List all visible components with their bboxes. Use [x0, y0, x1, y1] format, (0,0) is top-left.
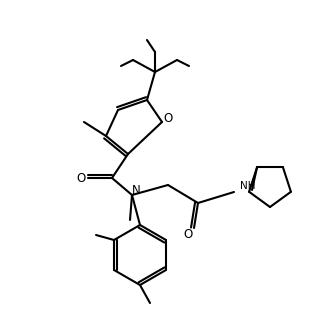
Text: O: O	[183, 227, 192, 240]
Text: N: N	[132, 183, 140, 197]
Text: NH: NH	[240, 181, 256, 191]
Text: O: O	[76, 171, 86, 184]
Text: O: O	[163, 112, 173, 125]
